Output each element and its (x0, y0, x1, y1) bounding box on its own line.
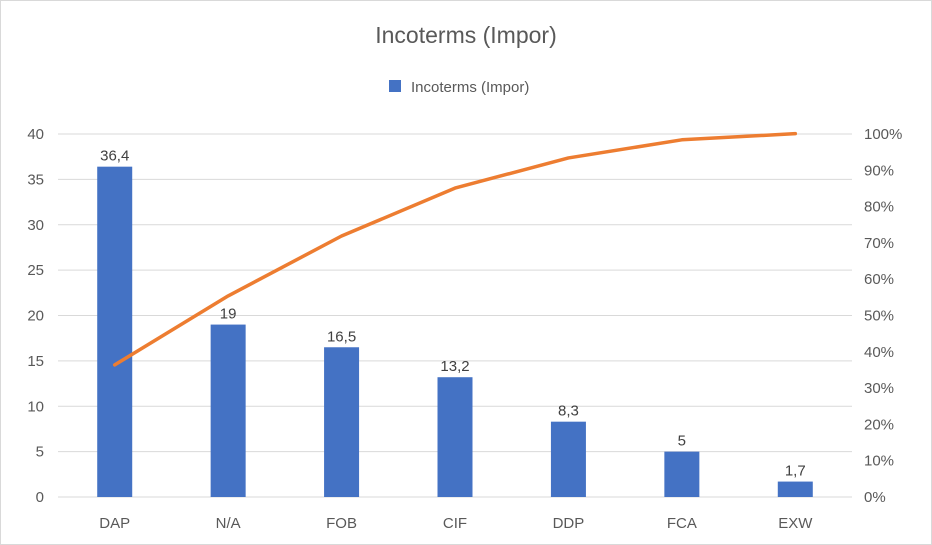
legend-label: Incoterms (Impor) (411, 79, 529, 96)
bar (324, 347, 360, 497)
y-right-tick-label: 100% (864, 126, 902, 143)
data-label: 5 (678, 433, 686, 450)
bar-series (97, 166, 813, 498)
y-left-tick-label: 15 (27, 353, 44, 370)
data-label: 36,4 (100, 148, 129, 165)
data-label: 13,2 (440, 358, 469, 375)
data-label: 8,3 (558, 403, 579, 420)
legend-swatch (389, 80, 401, 92)
y-right-tick-label: 60% (864, 271, 894, 288)
data-label: 16,5 (327, 328, 356, 345)
x-tick-label: DDP (553, 515, 585, 532)
x-tick-label: FOB (326, 515, 357, 532)
cumulative-line-series (112, 131, 798, 367)
gridlines (58, 133, 852, 498)
y-left-tick-label: 30 (27, 217, 44, 234)
y-right-tick-label: 70% (864, 235, 894, 252)
y-left-tick-label: 5 (36, 444, 44, 461)
bar (550, 421, 586, 497)
y-left-tick-label: 25 (27, 262, 44, 279)
bar (664, 451, 700, 497)
x-tick-label: CIF (443, 515, 467, 532)
data-label: 1,7 (785, 463, 806, 480)
x-tick-label: N/A (216, 515, 241, 532)
y-left-tick-label: 10 (27, 398, 44, 415)
legend: Incoterms (Impor) (389, 79, 529, 96)
data-labels: 36,4 19 16,5 13,2 8,3 5 1,7 (100, 148, 806, 480)
cumulative-line (112, 131, 798, 367)
chart-title: Incoterms (Impor) (375, 22, 556, 48)
x-tick-label: DAP (99, 515, 130, 532)
y-right-tick-label: 30% (864, 380, 894, 397)
x-tick-label: FCA (667, 515, 697, 532)
bar (777, 481, 813, 497)
y-left-tick-label: 40 (27, 126, 44, 143)
bar (210, 324, 246, 497)
y-left-tick-label: 20 (27, 308, 44, 325)
y-left-tick-label: 0 (36, 489, 44, 506)
y-right-tick-label: 40% (864, 344, 894, 361)
y-right-tick-label: 80% (864, 199, 894, 216)
bar (97, 166, 133, 498)
y-right-tick-label: 10% (864, 453, 894, 470)
y-left-tick-label: 35 (27, 171, 44, 188)
bar (437, 377, 473, 497)
data-label: 19 (220, 306, 237, 323)
y-right-tick-label: 20% (864, 416, 894, 433)
x-tick-label: EXW (778, 515, 813, 532)
y-right-tick-label: 90% (864, 162, 894, 179)
axes: 0 5 10 15 20 25 30 35 40 0% 10% 20% 30% 40% 50% 60% 70% 8… (27, 126, 902, 532)
y-right-tick-label: 0% (864, 489, 886, 506)
y-right-tick-label: 50% (864, 308, 894, 325)
